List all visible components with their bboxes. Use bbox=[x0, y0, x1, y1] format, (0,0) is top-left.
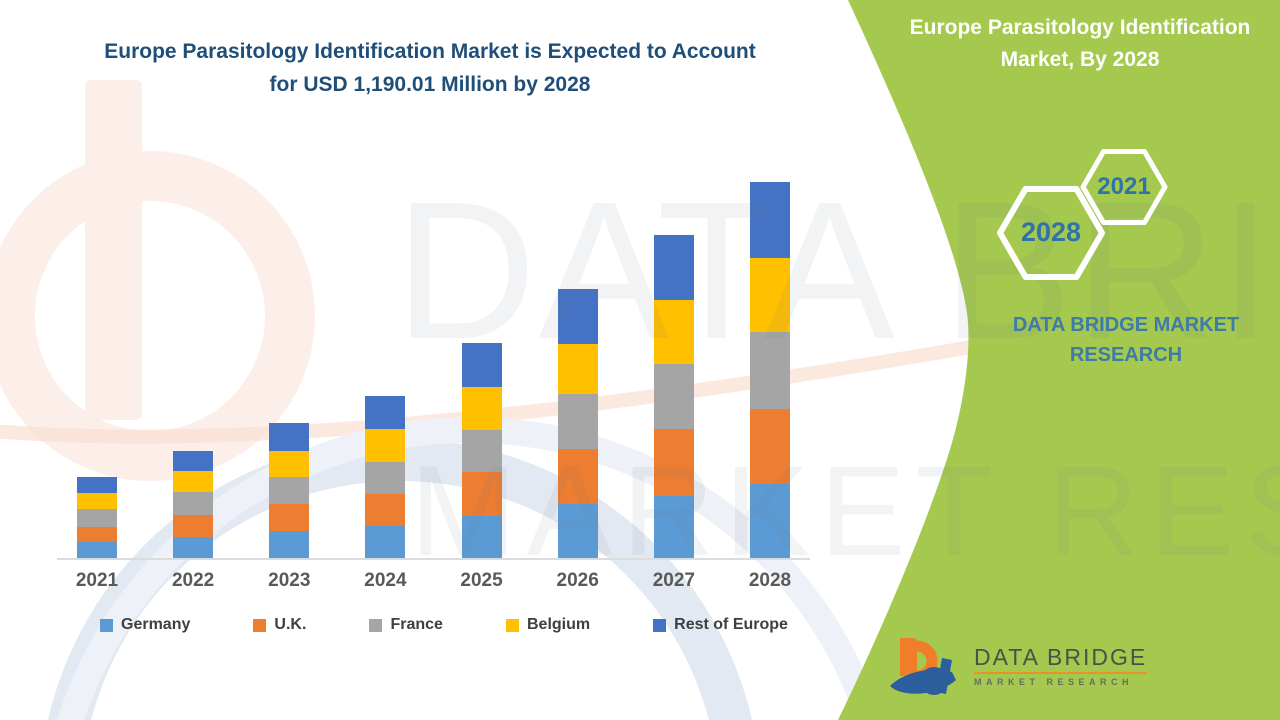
legend-item-france: France bbox=[369, 616, 443, 634]
bar-segment-belgium-2022 bbox=[173, 471, 214, 493]
bar-segment-u-k--2022 bbox=[173, 515, 214, 537]
bar-segment-belgium-2023 bbox=[269, 450, 310, 478]
hexagon-2028 bbox=[997, 186, 1105, 280]
chart-title-line2: for USD 1,190.01 Million by 2028 bbox=[269, 72, 591, 96]
bar-segment-belgium-2027 bbox=[653, 299, 694, 364]
legend-label: France bbox=[390, 616, 443, 633]
bar-segment-germany-2023 bbox=[269, 531, 310, 558]
legend-label: Germany bbox=[121, 616, 191, 633]
legend-label: U.K. bbox=[274, 616, 307, 633]
bar-segment-u-k--2028 bbox=[749, 408, 790, 485]
bar-segment-u-k--2027 bbox=[653, 429, 694, 496]
bar-segment-belgium-2021 bbox=[77, 492, 117, 510]
bar-segment-germany-2021 bbox=[77, 542, 117, 558]
bar-segment-germany-2025 bbox=[461, 515, 502, 558]
x-axis-label-2027: 2027 bbox=[652, 570, 695, 591]
bar-2026 bbox=[557, 289, 598, 558]
bar-segment-rest-of-europe-2025 bbox=[461, 343, 502, 388]
legend-label: Belgium bbox=[526, 616, 591, 633]
bar-segment-france-2027 bbox=[653, 363, 694, 430]
x-axis-label-2024: 2024 bbox=[364, 570, 407, 591]
company-logo: DATA BRIDGE MARKET RESEARCH bbox=[886, 634, 1148, 698]
legend-swatch-u-k- bbox=[253, 618, 267, 632]
legend-item-u-k-: U.K. bbox=[253, 616, 306, 634]
bar-segment-u-k--2023 bbox=[269, 504, 310, 532]
bar-segment-rest-of-europe-2024 bbox=[365, 395, 406, 429]
legend-swatch-germany bbox=[100, 618, 113, 632]
legend-swatch-belgium bbox=[505, 618, 519, 632]
bar-segment-germany-2024 bbox=[365, 526, 406, 558]
bar-2022 bbox=[173, 450, 214, 558]
company-logo-rule bbox=[974, 672, 1148, 675]
bar-2025 bbox=[461, 343, 502, 558]
bar-2027 bbox=[653, 235, 694, 558]
bar-segment-u-k--2025 bbox=[461, 472, 502, 516]
bar-segment-belgium-2028 bbox=[749, 257, 790, 333]
company-logo-name: DATA BRIDGE bbox=[974, 643, 1148, 670]
legend-label: Rest of Europe bbox=[674, 616, 788, 633]
bar-2021 bbox=[77, 477, 117, 558]
hexagon-label-2021: 2021 bbox=[1097, 173, 1151, 200]
side-panel-title: Europe Parasitology Identification Marke… bbox=[898, 12, 1262, 75]
x-axis-label-2025: 2025 bbox=[460, 570, 503, 591]
legend: Germany U.K. France Belgium Rest of Europe bbox=[100, 616, 788, 634]
bar-segment-germany-2028 bbox=[749, 484, 790, 558]
bar-2028 bbox=[749, 182, 790, 558]
bar-segment-france-2022 bbox=[173, 492, 214, 516]
legend-swatch-france bbox=[369, 618, 383, 632]
bar-segment-germany-2026 bbox=[557, 504, 598, 558]
x-axis-label-2028: 2028 bbox=[748, 570, 792, 591]
bar-segment-rest-of-europe-2022 bbox=[173, 450, 214, 472]
x-axis-label-2021: 2021 bbox=[75, 570, 119, 591]
company-logo-text: DATA BRIDGE MARKET RESEARCH bbox=[974, 643, 1148, 688]
bar-segment-rest-of-europe-2023 bbox=[269, 423, 310, 451]
bar-segment-u-k--2024 bbox=[365, 494, 406, 527]
bar-segment-germany-2022 bbox=[173, 536, 214, 558]
bar-segment-france-2021 bbox=[77, 509, 117, 528]
bar-2023 bbox=[269, 423, 310, 558]
legend-item-rest-of-europe: Rest of Europe bbox=[653, 616, 788, 634]
brand-text-line1: DATA BRIDGE MARKET bbox=[1012, 314, 1240, 336]
bar-segment-belgium-2026 bbox=[557, 343, 598, 395]
x-axis-label-2023: 2023 bbox=[268, 570, 311, 591]
hexagon-label-2028: 2028 bbox=[1020, 217, 1082, 247]
bar-segment-belgium-2025 bbox=[461, 387, 502, 431]
legend-item-belgium: Belgium bbox=[505, 616, 591, 634]
bar-segment-rest-of-europe-2027 bbox=[653, 235, 694, 300]
bar-segment-u-k--2026 bbox=[557, 448, 598, 505]
bar-segment-rest-of-europe-2026 bbox=[557, 289, 598, 344]
brand-text: DATA BRIDGE MARKET RESEARCH bbox=[960, 310, 1280, 370]
hexagon-2021 bbox=[1080, 149, 1168, 225]
bar-segment-france-2023 bbox=[269, 477, 310, 505]
x-axis-label-2022: 2022 bbox=[171, 570, 215, 591]
chart-title-line1: Europe Parasitology Identification Marke… bbox=[104, 40, 756, 63]
bar-segment-belgium-2024 bbox=[365, 428, 406, 462]
x-axis-label-2026: 2026 bbox=[556, 570, 599, 591]
brand-text-line2: RESEARCH bbox=[1069, 344, 1183, 366]
legend-swatch-rest-of-europe bbox=[653, 618, 667, 632]
bar-segment-rest-of-europe-2028 bbox=[749, 182, 790, 258]
company-logo-mark bbox=[890, 638, 956, 695]
legend-item-germany: Germany bbox=[100, 616, 190, 634]
chart-title: Europe Parasitology Identification Marke… bbox=[40, 36, 820, 101]
bar-segment-france-2024 bbox=[365, 461, 406, 495]
bar-segment-france-2025 bbox=[461, 430, 502, 473]
side-panel-title-line1: Europe Parasitology Identification bbox=[909, 16, 1251, 39]
bar-segment-france-2028 bbox=[749, 332, 790, 409]
x-axis-line bbox=[57, 558, 810, 560]
bar-segment-u-k--2021 bbox=[77, 527, 117, 543]
bar-segment-france-2026 bbox=[557, 394, 598, 449]
bar-segment-germany-2027 bbox=[653, 495, 694, 558]
side-panel-title-line2: Market, By 2028 bbox=[1000, 47, 1160, 71]
bar-segment-rest-of-europe-2021 bbox=[77, 477, 117, 493]
company-logo-subtitle: MARKET RESEARCH bbox=[974, 677, 1134, 688]
bar-2024 bbox=[365, 395, 406, 558]
